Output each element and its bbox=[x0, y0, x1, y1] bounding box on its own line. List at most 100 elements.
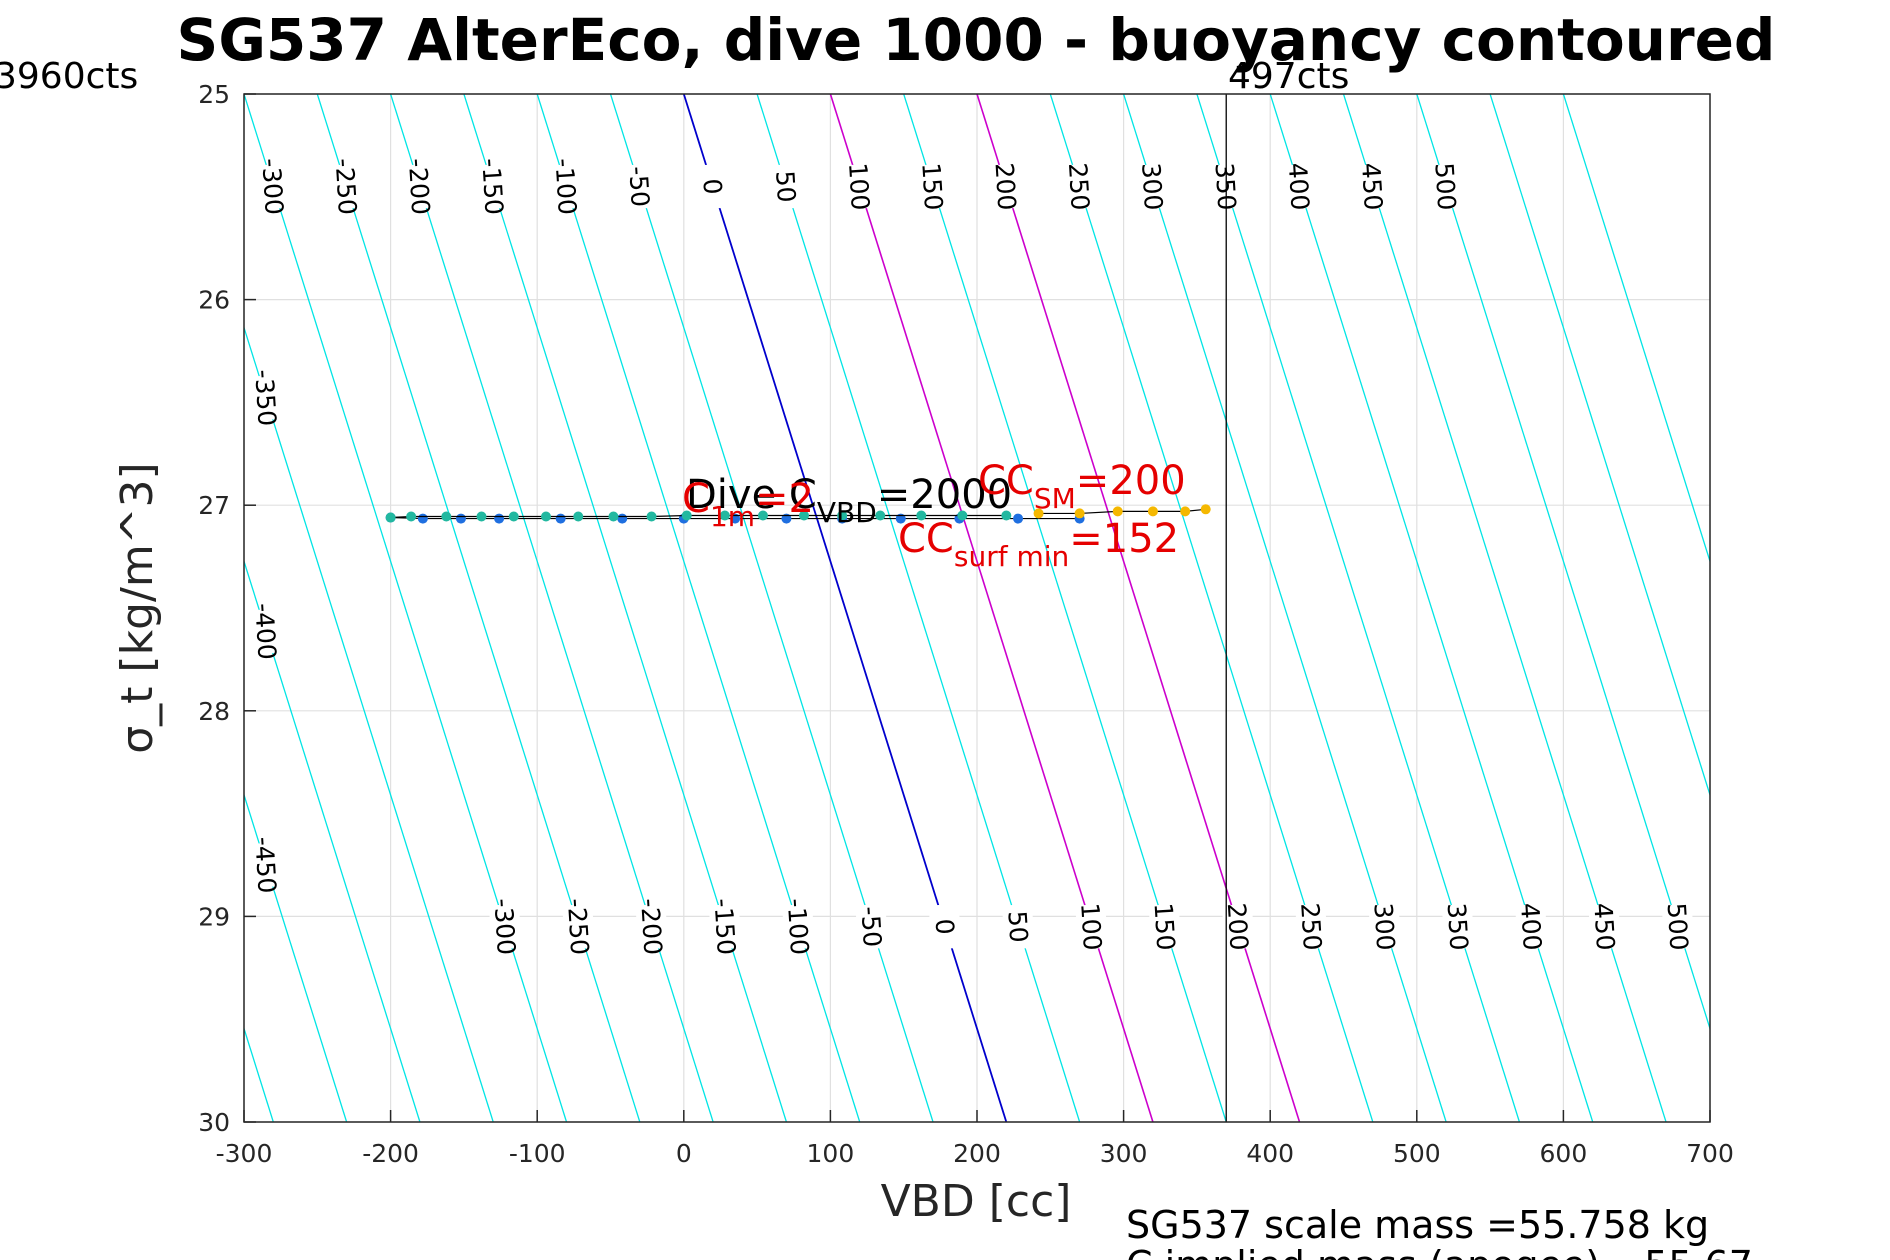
data-point bbox=[617, 513, 628, 524]
contour-label-bg bbox=[1295, 903, 1328, 950]
series-line bbox=[390, 516, 1080, 520]
contour-label-bottom: 100 bbox=[1075, 902, 1107, 951]
contour-label-bg bbox=[476, 163, 510, 210]
data-point bbox=[494, 513, 505, 524]
contour-labels: -450 -400 -350 -300 -250 -200 -150 -100 -50 0 50 10… bbox=[249, 157, 1695, 956]
contour-label-bg bbox=[782, 903, 815, 950]
contour-line bbox=[1196, 94, 1521, 1122]
data-point bbox=[1147, 506, 1158, 517]
info-scale-mass: SG537 scale mass =55.758 kg bbox=[1126, 1203, 1709, 1247]
contour-label-bg bbox=[1515, 903, 1548, 950]
chart-title: SG537 AlterEco, dive 1000 - buoyancy con… bbox=[177, 6, 1776, 74]
contour-label-bg bbox=[249, 608, 283, 655]
contour-label-bg bbox=[916, 163, 950, 210]
contour-label-bg bbox=[403, 163, 436, 210]
x-tick-label: 300 bbox=[1100, 1139, 1148, 1168]
contour-label-top: 350 bbox=[1209, 162, 1241, 211]
data-point bbox=[455, 513, 466, 524]
contour-label-bottom: 400 bbox=[1515, 902, 1547, 951]
contour-label-bg bbox=[635, 903, 669, 950]
x-tick-label: -300 bbox=[216, 1139, 273, 1168]
info-implied-mass: C implied mass (apogee) =55.67 bbox=[1126, 1243, 1753, 1260]
data-point bbox=[406, 511, 417, 522]
contour-label-bg bbox=[1148, 903, 1182, 950]
annotation-cc-surf-min-sub: surf min bbox=[954, 540, 1069, 573]
data-point bbox=[799, 510, 810, 521]
y-axis-label: σ_t [kg/m^3] bbox=[112, 462, 163, 753]
annotation-cc-sm-value: =200 bbox=[1076, 458, 1186, 504]
contour-label-bottom: -200 bbox=[635, 897, 667, 955]
contour-label-bottom: -150 bbox=[708, 897, 740, 955]
contour-label-bg bbox=[1001, 903, 1035, 950]
data-point bbox=[1180, 506, 1191, 517]
annotation-cc-sm-sub: SM bbox=[1034, 482, 1076, 515]
contour-line bbox=[244, 792, 348, 1122]
annotation-dive-c-sub: VBD bbox=[817, 496, 877, 529]
contour-label-bg bbox=[1356, 163, 1389, 210]
contour-label-bottom: -250 bbox=[562, 897, 594, 955]
contour-label-bg bbox=[1661, 903, 1695, 950]
data-point bbox=[1112, 506, 1123, 517]
contour-line bbox=[244, 559, 421, 1122]
contour-label-top: 500 bbox=[1429, 162, 1461, 211]
corner-label-right: 497cts bbox=[1228, 56, 1349, 97]
contour-secondary-line bbox=[829, 94, 1154, 1122]
contour-label-bg bbox=[1136, 163, 1169, 210]
contour-label-top: -50 bbox=[623, 165, 655, 208]
contour-label-bottom: 200 bbox=[1222, 902, 1254, 951]
contour-line bbox=[389, 94, 714, 1122]
contour-line bbox=[1342, 94, 1667, 1122]
contour-label-top: 300 bbox=[1136, 162, 1168, 211]
data-point bbox=[1001, 510, 1012, 521]
y-tick-label: 25 bbox=[198, 80, 230, 109]
contour-label-top: -200 bbox=[403, 157, 435, 215]
contour-label-bg bbox=[329, 163, 363, 210]
contour-label-bottom: 0 bbox=[930, 918, 960, 936]
contour-label-top: -250 bbox=[330, 157, 362, 215]
contour-label-bg bbox=[488, 903, 522, 950]
contour-label-top: -350 bbox=[249, 369, 281, 427]
contour-label-bg bbox=[1429, 163, 1463, 210]
data-point bbox=[646, 511, 657, 522]
data-point bbox=[681, 510, 692, 521]
data-point bbox=[757, 510, 768, 521]
data-point bbox=[837, 510, 848, 521]
dive-data-series bbox=[385, 504, 1211, 524]
contour-label-bg bbox=[623, 163, 656, 210]
annotation-cc-surf-min-main: CC bbox=[898, 516, 954, 562]
contour-label-bottom: 150 bbox=[1148, 902, 1180, 951]
data-point bbox=[508, 511, 519, 522]
y-tick-label: 28 bbox=[198, 697, 230, 726]
contour-label-bg bbox=[1075, 903, 1108, 950]
contour-label-bg bbox=[1221, 903, 1255, 950]
x-tick-label: 0 bbox=[676, 1139, 692, 1168]
contour-zero-line bbox=[682, 94, 1008, 1122]
y-tick-label: 29 bbox=[198, 902, 230, 931]
contour-label-bg bbox=[989, 163, 1023, 210]
annotation-dive-c-vbd: Dive CVBD=2000 bbox=[686, 472, 1012, 529]
contour-label-top: 450 bbox=[1356, 162, 1388, 211]
contour-label-bg bbox=[855, 903, 889, 950]
contour-line bbox=[1122, 94, 1447, 1122]
contour-label-bottom: -50 bbox=[855, 905, 887, 948]
contour-label-top: 150 bbox=[916, 162, 948, 211]
contour-line bbox=[316, 94, 641, 1122]
x-tick-label: 500 bbox=[1393, 1139, 1441, 1168]
x-tick-label: 400 bbox=[1246, 1139, 1294, 1168]
data-point bbox=[1013, 513, 1024, 524]
contour-label-bg bbox=[1441, 903, 1475, 950]
annotation-c-1m: C1m=2 bbox=[682, 476, 814, 533]
contour-label-top: 200 bbox=[990, 162, 1022, 211]
contour-label-bottom: 500 bbox=[1662, 902, 1694, 951]
contour-label-top: -300 bbox=[256, 157, 288, 215]
contour-label-bg bbox=[1588, 903, 1622, 950]
x-tick-label: -200 bbox=[362, 1139, 419, 1168]
annotation-cc-surf-min-value: =152 bbox=[1069, 516, 1179, 562]
contour-label-bg bbox=[562, 903, 595, 950]
contour-label-top: -450 bbox=[249, 836, 281, 894]
data-point bbox=[1074, 508, 1085, 519]
contour-line bbox=[463, 94, 788, 1122]
contour-label-bg bbox=[549, 163, 583, 210]
data-point bbox=[719, 510, 730, 521]
